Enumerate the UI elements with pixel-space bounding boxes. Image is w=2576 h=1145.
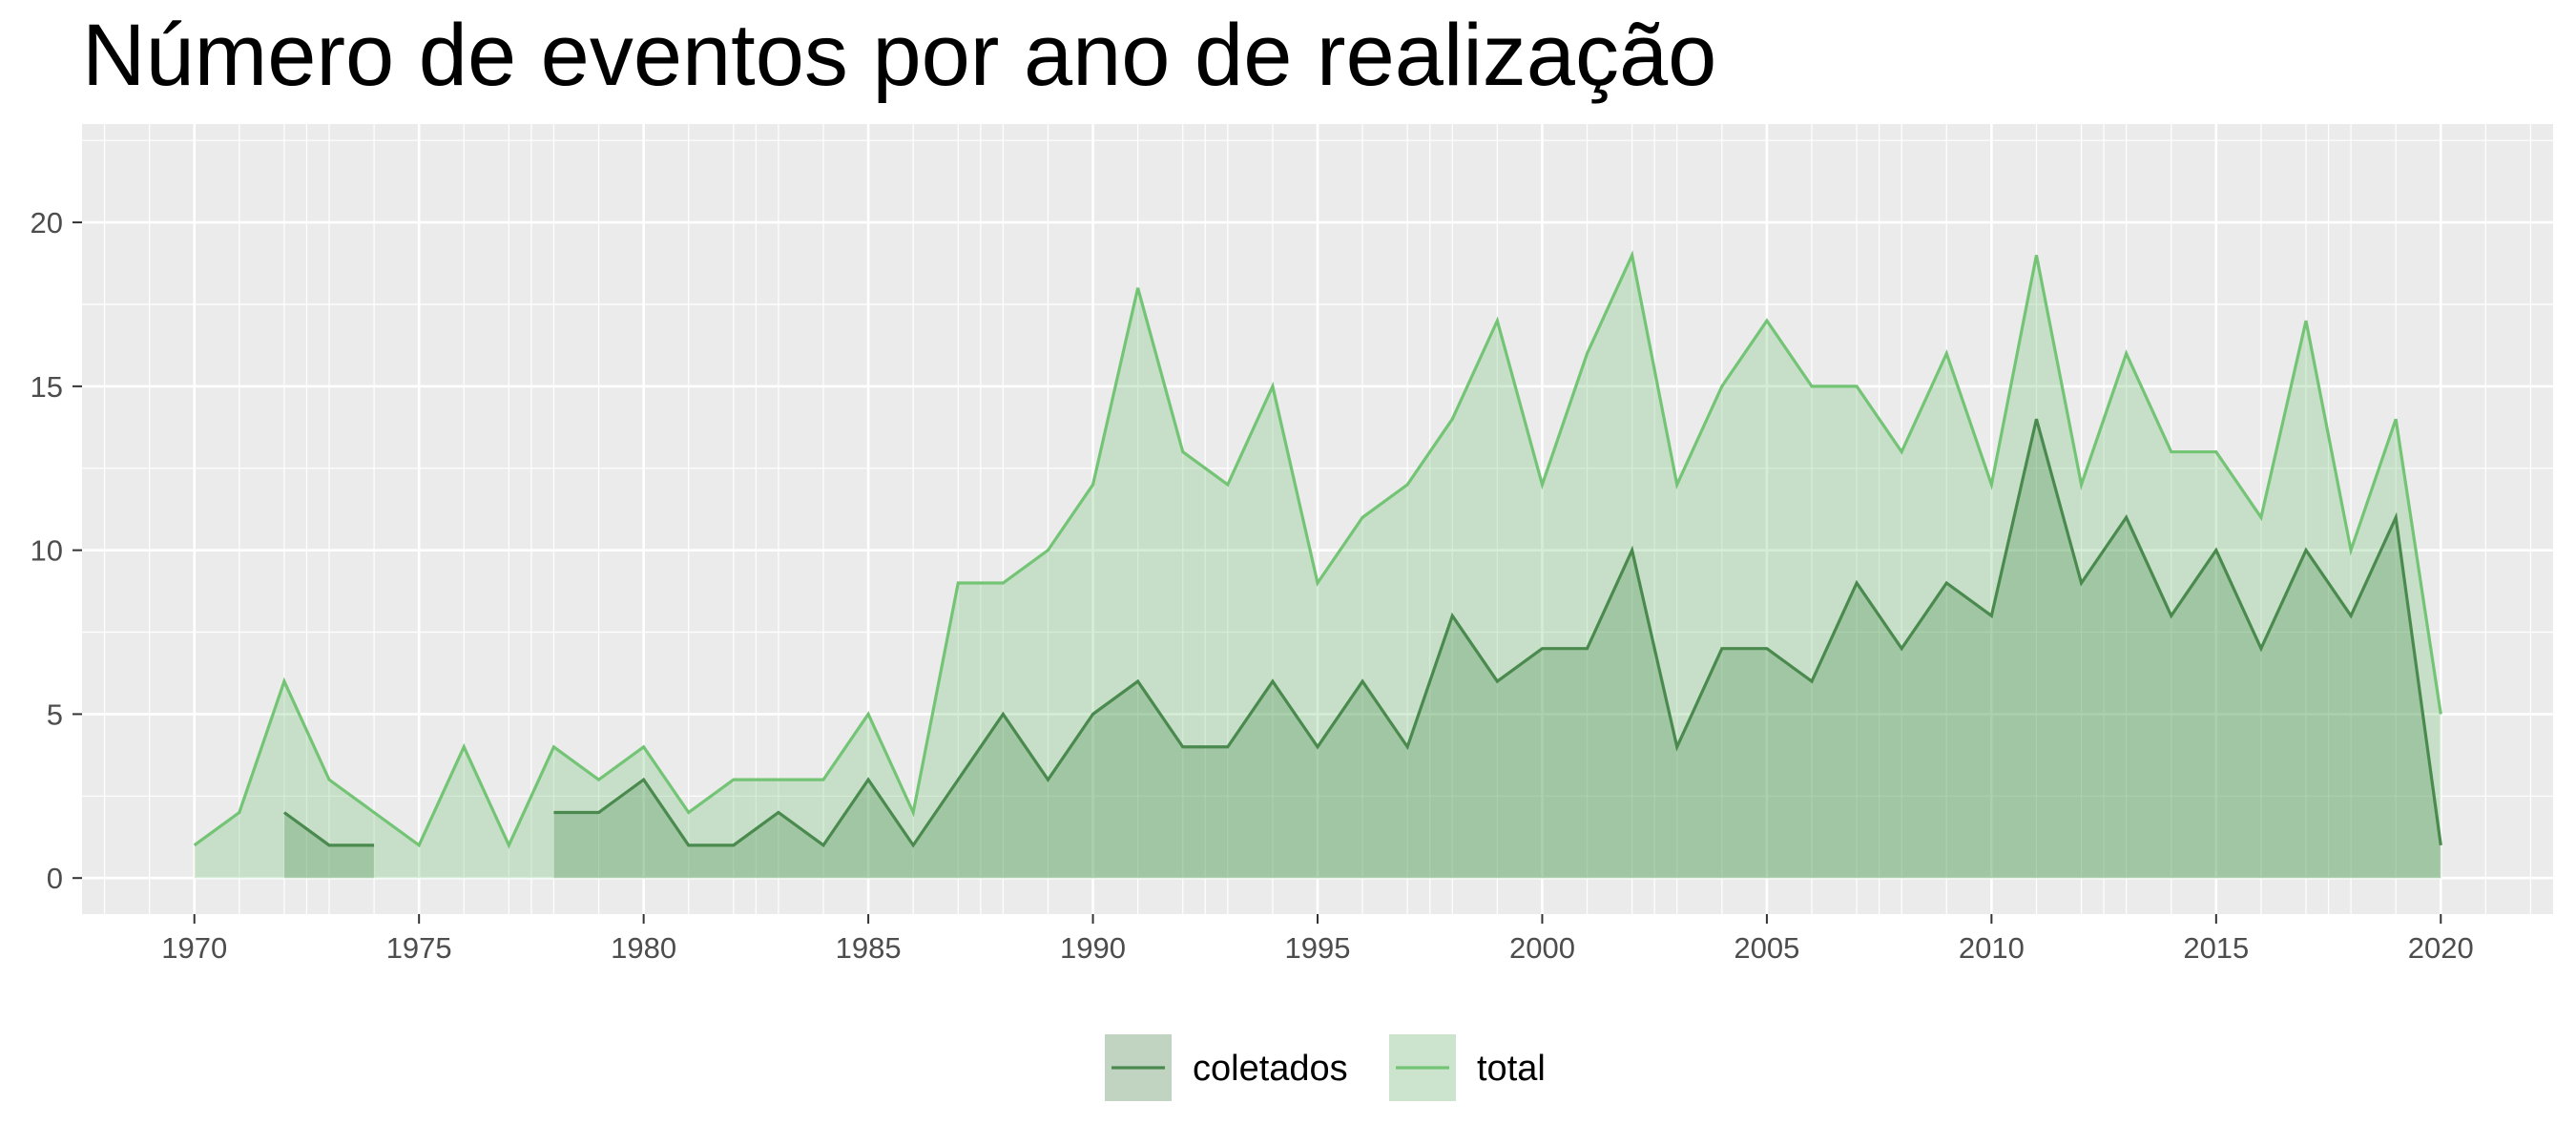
legend-label: coletados	[1193, 1049, 1348, 1089]
x-tick-label: 2015	[2183, 931, 2249, 965]
y-tick-label: 20	[31, 206, 63, 239]
x-tick-label: 2010	[1959, 931, 2025, 965]
legend-label: total	[1477, 1049, 1546, 1089]
x-tick-label: 2020	[2408, 931, 2474, 965]
y-tick-label: 15	[31, 370, 63, 404]
y-tick-label: 10	[31, 534, 63, 568]
series-layer	[193, 250, 2442, 879]
legend-item-coletados: coletados	[1105, 1034, 1348, 1101]
major-gridlines	[82, 124, 2553, 914]
x-tick-label: 1975	[386, 931, 452, 965]
series-coletados-area	[553, 419, 2441, 879]
y-tick-label: 0	[47, 862, 63, 895]
x-tick-label: 1980	[611, 931, 676, 965]
x-tick-label: 2005	[1734, 931, 1799, 965]
chart-title: Número de eventos por ano de realização	[82, 7, 1717, 104]
legend-item-total: total	[1389, 1034, 1546, 1101]
x-tick-label: 2000	[1509, 931, 1575, 965]
axis-ticks: 1970 1975 1980 1985 1990 1995 2000 2005 2010 2015…	[31, 206, 2474, 965]
legend: coletados total	[1105, 1034, 1546, 1101]
x-tick-label: 1995	[1285, 931, 1351, 965]
series-total-area	[194, 255, 2441, 879]
minor-gridlines	[82, 124, 2553, 914]
y-tick-label: 5	[47, 697, 63, 731]
x-tick-label: 1985	[836, 931, 902, 965]
x-tick-label: 1990	[1060, 931, 1126, 965]
x-tick-label: 1970	[161, 931, 227, 965]
series-coletados-area	[283, 812, 375, 879]
